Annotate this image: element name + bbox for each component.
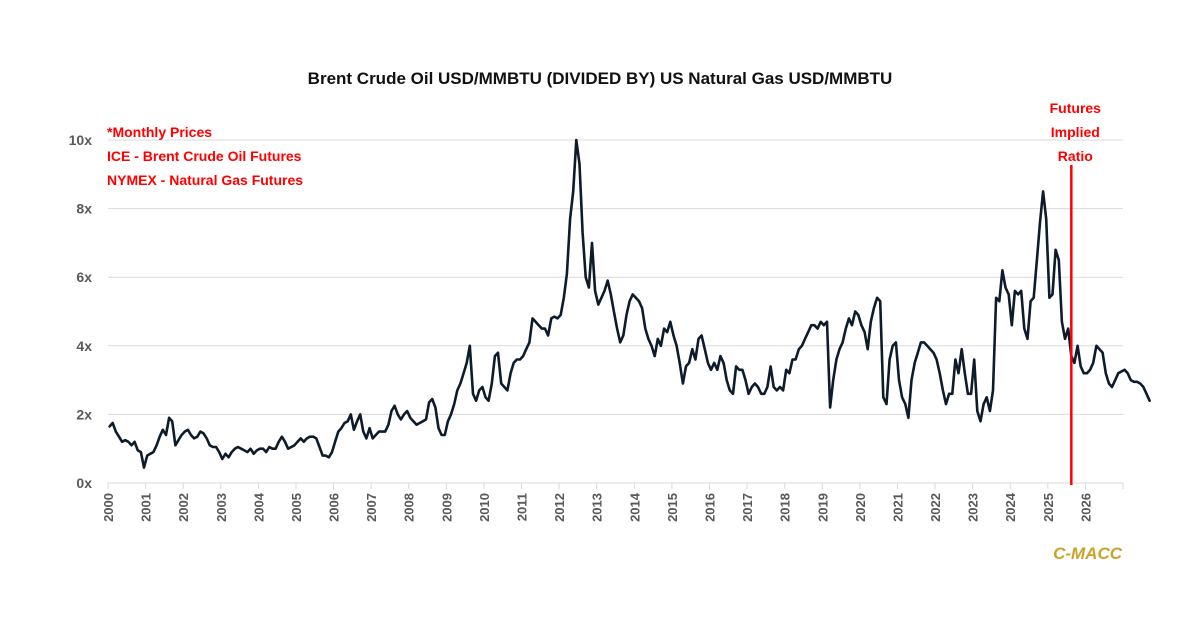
x-tick-label: 2020	[853, 493, 868, 522]
futures-label-line: Futures	[1050, 100, 1102, 116]
x-tick-label: 2010	[477, 493, 492, 522]
y-tick-label: 2x	[76, 406, 92, 422]
x-tick-label: 2025	[1041, 493, 1056, 522]
x-tick-label: 2017	[740, 493, 755, 522]
x-tick-label: 2008	[402, 493, 417, 522]
x-tick-label: 2024	[1003, 492, 1018, 522]
x-tick-label: 2015	[665, 493, 680, 522]
futures-label-line: Ratio	[1058, 148, 1093, 164]
series-layer	[108, 138, 1151, 469]
x-tick-label: 2009	[439, 493, 454, 522]
y-tick-label: 0x	[76, 475, 92, 491]
x-tick-label: 2018	[778, 493, 793, 522]
x-tick-label: 2001	[139, 493, 154, 522]
y-tick-label: 10x	[69, 132, 93, 148]
series-line-ratio	[108, 138, 1151, 469]
source-notes: *Monthly Prices ICE - Brent Crude Oil Fu…	[107, 124, 303, 188]
x-tick-label: 2014	[627, 492, 642, 522]
x-tick-label: 2022	[928, 493, 943, 522]
x-tick-label: 2002	[176, 493, 191, 522]
x-tick-label: 2004	[251, 492, 266, 522]
note-brent-source: ICE - Brent Crude Oil Futures	[107, 148, 302, 164]
x-tick-label: 2005	[289, 493, 304, 522]
x-tick-label: 2003	[214, 493, 229, 522]
x-tick-label: 2026	[1078, 493, 1093, 522]
x-tick-label: 2016	[702, 493, 717, 522]
chart-title: Brent Crude Oil USD/MMBTU (DIVIDED BY) U…	[308, 69, 893, 88]
x-tick-label: 2019	[815, 493, 830, 522]
y-tick-label: 8x	[76, 201, 92, 217]
note-natgas-source: NYMEX - Natural Gas Futures	[107, 172, 303, 188]
y-axis-ticks: 0x 2x 4x 6x 8x 10x	[69, 132, 93, 491]
x-tick-label: 2007	[364, 493, 379, 522]
y-tick-label: 6x	[76, 269, 92, 285]
futures-label-line: Implied	[1051, 124, 1100, 140]
x-tick-label: 2013	[590, 493, 605, 522]
note-monthly-prices: *Monthly Prices	[107, 124, 212, 140]
x-tick-label: 2006	[327, 493, 342, 522]
x-tick-label: 2000	[101, 493, 116, 522]
gridlines	[108, 139, 1123, 415]
y-tick-label: 4x	[76, 338, 92, 354]
x-tick-label: 2012	[552, 493, 567, 522]
x-tick-label: 2023	[966, 493, 981, 522]
x-tick-label: 2021	[890, 493, 905, 522]
x-axis: 2000 2001 2002 2003 2004 2005 2006 2007 2008 2009…	[101, 482, 1124, 522]
futures-marker: Futures Implied Ratio	[1050, 100, 1102, 485]
x-tick-label: 2011	[515, 493, 530, 521]
brand-logo-text: C-MACC	[1053, 544, 1123, 563]
